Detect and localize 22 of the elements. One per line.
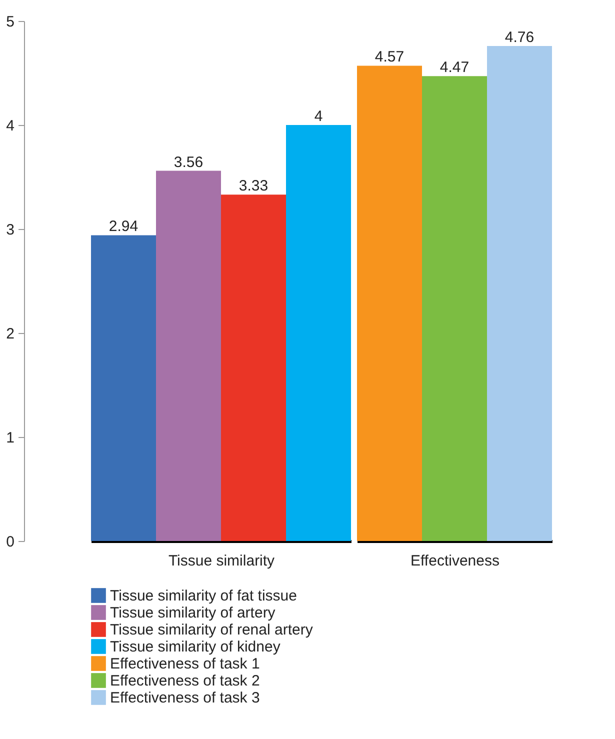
data-label: 3.56 — [174, 154, 204, 171]
legend-label: Tissue similarity of kidney — [110, 638, 281, 656]
legend-label: Tissue similarity of artery — [110, 604, 276, 622]
legend-label: Effectiveness of task 2 — [110, 672, 260, 690]
x-tick-label: Effectiveness — [410, 552, 500, 570]
x-tick-label: Tissue similarity — [168, 552, 276, 570]
data-label: 4 — [314, 108, 323, 125]
data-label: 4.76 — [504, 28, 534, 46]
y-tick-label: 3 — [6, 222, 14, 238]
y-tick-label: 5 — [6, 14, 14, 30]
data-label: 4.47 — [440, 59, 470, 76]
y-tick-label: 4 — [6, 118, 14, 134]
legend-label: Effectiveness of task 1 — [110, 656, 260, 672]
y-tick-label: 2 — [6, 326, 14, 342]
data-label: 3.33 — [238, 178, 268, 195]
legend-label: Tissue similarity of fat tissue — [110, 588, 297, 604]
y-tick-label: 0 — [6, 534, 14, 550]
legend-label: Tissue similarity of renal artery — [110, 622, 314, 638]
data-label: 4.57 — [374, 48, 404, 66]
data-label: 2.94 — [108, 218, 138, 236]
legend-label: Effectiveness of task 3 — [110, 690, 260, 706]
y-tick-label: 1 — [6, 430, 14, 446]
